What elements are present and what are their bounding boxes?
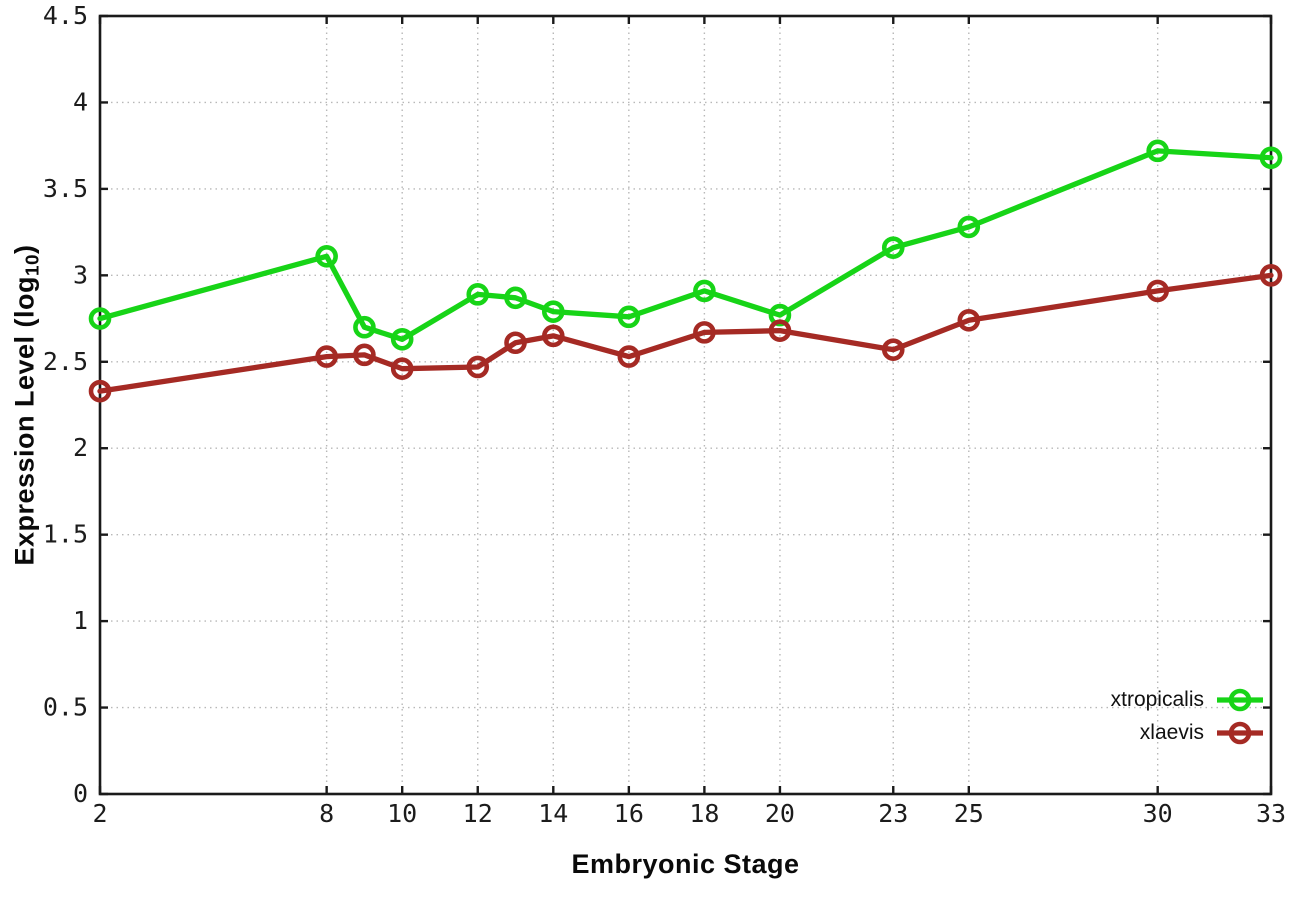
data-point-xlaevis	[881, 338, 905, 361]
legend-marker-xlaevis	[1228, 721, 1252, 745]
legend-sample-marker-xlaevis	[1217, 721, 1263, 745]
y-tick-label: 4.5	[43, 1, 88, 30]
gridlines	[100, 16, 1271, 794]
data-point-xlaevis	[353, 343, 376, 367]
x-tick-label: 30	[1143, 799, 1173, 828]
x-axis-title: Embryonic Stage	[571, 849, 800, 879]
x-tick-label: 33	[1256, 799, 1286, 828]
data-point-xlaevis	[768, 319, 792, 342]
x-tick-label: 10	[387, 799, 417, 828]
x-tick-label: 16	[614, 799, 644, 828]
data-point-xlaevis	[541, 324, 565, 348]
x-tick-label: 8	[319, 799, 334, 828]
series-xtropicalis	[88, 139, 1283, 351]
series-line-xlaevis	[97, 272, 1274, 394]
y-axis-title: Expression Level (log10)	[10, 244, 45, 565]
y-tick-label: 4	[73, 87, 88, 116]
data-point-xlaevis	[1146, 279, 1169, 303]
y-tick-label: 0.5	[43, 693, 88, 722]
data-point-xtropicalis	[353, 315, 376, 339]
plot-border	[98, 14, 1273, 796]
data-point-xtropicalis	[693, 279, 716, 303]
x-tick-label: 12	[463, 799, 493, 828]
legend-label-xlaevis: xlaevis	[1139, 721, 1204, 744]
data-point-xtropicalis	[315, 245, 338, 268]
y-axis-title-subscript: 10	[22, 253, 44, 276]
y-tick-label: 1	[73, 606, 88, 635]
data-point-xlaevis	[466, 355, 490, 379]
data-point-xlaevis	[504, 331, 527, 355]
data-point-xtropicalis	[1259, 146, 1283, 170]
x-tick-label: 23	[878, 799, 908, 828]
data-point-xlaevis	[315, 345, 338, 368]
data-point-xtropicalis	[88, 307, 112, 330]
y-axis-title-close: )	[9, 244, 40, 254]
x-tick-label: 25	[954, 799, 984, 828]
data-point-xtropicalis	[768, 303, 792, 327]
legend-marker-xtropicalis	[1228, 688, 1252, 712]
data-point-xtropicalis	[504, 286, 527, 310]
data-point-xtropicalis	[390, 328, 414, 351]
data-point-xtropicalis	[617, 305, 641, 329]
data-point-xtropicalis	[881, 236, 905, 259]
data-point-xlaevis	[1259, 264, 1283, 287]
y-tick-label: 3	[73, 260, 88, 289]
y-tick-labels: 0 0.5 1 1.5 2 2.5 3 3.5 4 4.5	[43, 1, 88, 808]
data-point-xtropicalis	[1146, 139, 1169, 163]
data-point-xtropicalis	[466, 283, 490, 306]
legend: xtropicalis xlaevis	[1111, 686, 1266, 747]
legend-sample-marker-xtropicalis	[1217, 688, 1263, 712]
y-tick-label: 2.5	[43, 347, 88, 376]
data-point-xlaevis	[693, 321, 716, 344]
y-tick-label: 1.5	[43, 520, 88, 549]
x-tick-labels: 2 8 10 12 14 16 18 20 23 25 30 33	[92, 799, 1286, 828]
data-point-xlaevis	[617, 345, 641, 368]
data-point-xtropicalis	[957, 215, 981, 239]
x-tick-label: 18	[689, 799, 719, 828]
y-tick-label: 2	[73, 433, 88, 462]
y-tick-label: 3.5	[43, 174, 88, 203]
data-point-xtropicalis	[541, 300, 565, 323]
legend-label-xtropicalis: xtropicalis	[1110, 688, 1204, 711]
series-line-xtropicalis	[97, 148, 1274, 342]
data-point-xlaevis	[88, 379, 112, 403]
series-xlaevis	[88, 264, 1283, 403]
x-tick-label: 20	[765, 799, 795, 828]
y-axis-title-text: Expression Level (log	[9, 275, 40, 566]
legend-item-xtropicalis: xtropicalis	[1111, 686, 1266, 714]
x-tick-label: 14	[538, 799, 568, 828]
data-point-xlaevis	[957, 308, 981, 332]
y-tick-label: 0	[73, 779, 88, 808]
data-point-xlaevis	[390, 357, 414, 380]
x-tick-label: 2	[92, 799, 107, 828]
tick-marks	[98, 14, 1273, 796]
legend-item-xlaevis: xlaevis	[1140, 719, 1266, 747]
